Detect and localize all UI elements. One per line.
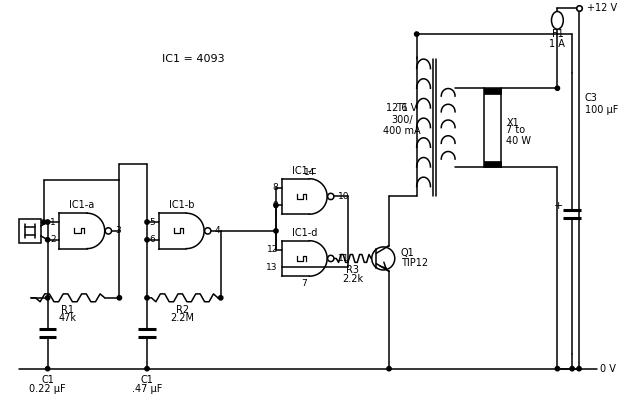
- Text: 6: 6: [149, 235, 155, 244]
- Text: 7: 7: [302, 278, 308, 288]
- Circle shape: [577, 366, 581, 371]
- Text: 0.22 μF: 0.22 μF: [29, 384, 66, 394]
- Text: 100 μF: 100 μF: [585, 105, 618, 115]
- FancyBboxPatch shape: [19, 219, 41, 243]
- Text: C1: C1: [141, 375, 154, 385]
- Circle shape: [328, 255, 334, 262]
- Text: +12 V: +12 V: [587, 2, 617, 13]
- Circle shape: [145, 296, 149, 300]
- Circle shape: [219, 296, 223, 300]
- Text: 0 V: 0 V: [600, 364, 616, 374]
- Text: 12.6 V
300/
400 mA: 12.6 V 300/ 400 mA: [383, 103, 421, 136]
- Text: 1: 1: [50, 217, 56, 227]
- Text: IC1-a: IC1-a: [69, 200, 95, 210]
- Text: C3: C3: [585, 93, 598, 103]
- Circle shape: [372, 247, 395, 270]
- Text: 13: 13: [266, 263, 278, 272]
- Text: 7 to
40 W: 7 to 40 W: [506, 125, 531, 146]
- Bar: [484, 161, 501, 167]
- Circle shape: [46, 238, 50, 242]
- Text: TIP12: TIP12: [401, 259, 428, 268]
- Circle shape: [41, 220, 46, 224]
- Text: IC1-c: IC1-c: [292, 166, 317, 176]
- Circle shape: [328, 193, 334, 200]
- FancyBboxPatch shape: [484, 88, 501, 167]
- Text: 3: 3: [116, 226, 121, 236]
- Text: IC1-d: IC1-d: [292, 228, 317, 238]
- Text: 8: 8: [272, 183, 278, 192]
- Circle shape: [387, 366, 391, 371]
- Ellipse shape: [551, 11, 563, 29]
- Circle shape: [145, 220, 149, 224]
- Text: 47k: 47k: [59, 314, 77, 324]
- Text: R1: R1: [61, 305, 74, 315]
- Circle shape: [274, 203, 278, 208]
- Text: 2.2M: 2.2M: [171, 314, 194, 324]
- Circle shape: [46, 366, 50, 371]
- Text: 2: 2: [50, 235, 56, 244]
- Circle shape: [105, 228, 111, 234]
- Circle shape: [555, 366, 559, 371]
- Text: F1: F1: [551, 29, 563, 39]
- Text: 11: 11: [338, 254, 349, 263]
- Circle shape: [414, 32, 419, 36]
- Text: 9: 9: [272, 201, 278, 210]
- Circle shape: [46, 220, 50, 224]
- Text: T1: T1: [396, 103, 408, 113]
- Text: +: +: [554, 201, 563, 211]
- Text: C1: C1: [41, 375, 54, 385]
- Circle shape: [274, 229, 278, 233]
- Text: 2.2k: 2.2k: [342, 274, 363, 284]
- Circle shape: [145, 366, 149, 371]
- Text: 5: 5: [149, 217, 155, 227]
- Text: IC1-b: IC1-b: [169, 200, 194, 210]
- Circle shape: [46, 296, 50, 300]
- Circle shape: [555, 86, 559, 90]
- Text: 1 A: 1 A: [549, 39, 566, 49]
- Text: R3: R3: [346, 265, 359, 275]
- Text: 10: 10: [338, 192, 349, 201]
- Text: 4: 4: [215, 226, 221, 236]
- Text: IC1 = 4093: IC1 = 4093: [162, 54, 224, 64]
- Circle shape: [204, 228, 211, 234]
- Text: Q1: Q1: [401, 248, 414, 257]
- Text: 12: 12: [266, 245, 278, 254]
- Text: R2: R2: [176, 305, 189, 315]
- Text: X1: X1: [506, 118, 519, 128]
- Circle shape: [145, 238, 149, 242]
- Bar: [484, 88, 501, 94]
- Circle shape: [570, 366, 574, 371]
- Circle shape: [118, 296, 121, 300]
- Text: 14: 14: [304, 168, 315, 177]
- Text: .47 μF: .47 μF: [132, 384, 162, 394]
